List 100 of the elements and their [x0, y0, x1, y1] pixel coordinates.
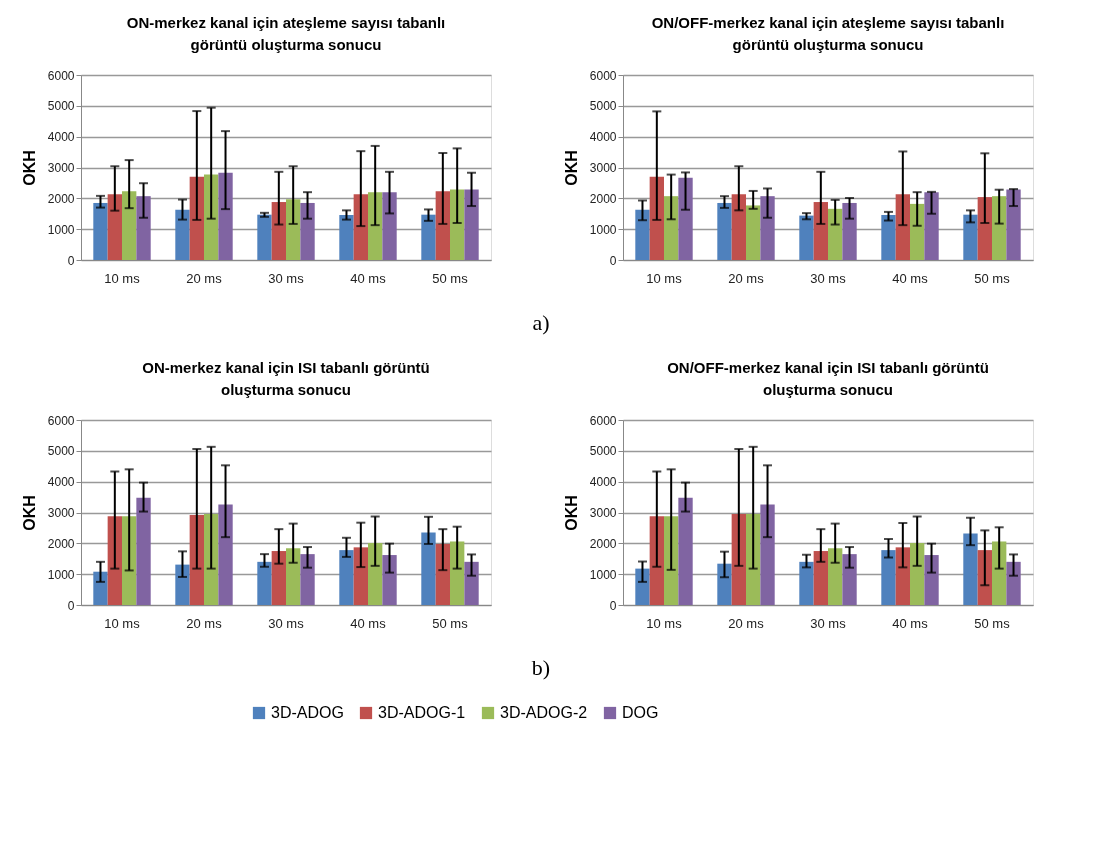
x-tick-label: 40 ms — [350, 270, 387, 286]
y-tick-label: 1000 — [589, 567, 617, 582]
y-tick-label: 3000 — [589, 161, 617, 175]
x-tick-label: 50 ms — [974, 270, 1011, 286]
bar — [339, 550, 354, 605]
bar — [895, 194, 910, 260]
bar — [746, 514, 761, 605]
bar — [300, 202, 315, 260]
bar — [731, 194, 746, 260]
y-axis-title: OKH — [562, 150, 580, 186]
bar — [189, 514, 204, 605]
bar — [450, 541, 465, 605]
y-tick-label: 4000 — [589, 130, 617, 145]
y-tick-label: 0 — [67, 253, 75, 268]
x-tick-label: 30 ms — [810, 615, 847, 631]
bar — [760, 196, 775, 260]
bar — [435, 543, 450, 605]
bar — [464, 561, 479, 605]
y-axis-title: OKH — [20, 495, 38, 531]
bar — [746, 205, 761, 260]
bar — [136, 196, 151, 260]
y-tick-label: 2000 — [47, 191, 75, 206]
bar — [678, 177, 693, 260]
bar — [992, 196, 1007, 260]
x-tick-label: 10 ms — [104, 615, 141, 631]
bar — [649, 516, 664, 605]
y-tick-label: 2000 — [589, 536, 617, 551]
bar — [992, 541, 1007, 605]
y-tick-label: 4000 — [47, 475, 75, 490]
bar — [218, 504, 233, 605]
x-tick-label: 20 ms — [186, 270, 223, 286]
bar — [924, 192, 939, 260]
bar — [175, 209, 190, 260]
bar — [286, 548, 301, 605]
x-tick-label: 50 ms — [432, 615, 469, 631]
y-axis-title: OKH — [20, 150, 38, 186]
bar — [963, 533, 978, 605]
bar — [204, 514, 219, 605]
bar — [93, 571, 108, 605]
bar — [368, 192, 383, 260]
bar — [1006, 189, 1021, 260]
bar — [635, 209, 650, 260]
bar — [122, 191, 137, 260]
x-tick-label: 10 ms — [646, 615, 683, 631]
bar — [664, 516, 679, 605]
y-tick-label: 3000 — [47, 506, 75, 520]
bar — [353, 194, 368, 260]
bar — [731, 514, 746, 605]
x-tick-label: 20 ms — [728, 270, 765, 286]
chart-title: ON-merkez kanal için ateşleme sayısı tabanlı görüntü oluşturma sonucu — [126, 14, 446, 53]
bar — [421, 532, 436, 605]
bar — [435, 191, 450, 260]
legend-label: DOG — [622, 704, 659, 721]
y-tick-label: 6000 — [589, 413, 617, 428]
y-tick-label: 5000 — [589, 99, 617, 114]
bar — [136, 497, 151, 605]
chart-title: ON-merkez kanal için ISI tabanlı görüntü oluşturma sonucu — [142, 359, 430, 398]
bar — [93, 202, 108, 260]
bar — [895, 547, 910, 605]
y-tick-label: 6000 — [47, 413, 75, 428]
bar — [717, 563, 732, 605]
bar — [204, 174, 219, 260]
bar — [813, 551, 828, 605]
bar — [977, 197, 992, 260]
y-tick-label: 0 — [609, 598, 617, 613]
legend-label: 3D-ADOG — [271, 704, 344, 721]
bar — [107, 516, 122, 605]
chart-title: ON/OFF-merkez kanal için ateşleme sayısı tabanlı görüntü oluşturma sonucu — [651, 14, 1005, 53]
bar — [382, 555, 397, 605]
bar — [464, 189, 479, 260]
y-tick-label: 0 — [609, 253, 617, 268]
x-tick-label: 20 ms — [186, 615, 223, 631]
bar — [828, 548, 843, 605]
bar — [842, 554, 857, 605]
bar — [189, 176, 204, 260]
y-tick-label: 6000 — [47, 68, 75, 83]
x-tick-label: 40 ms — [350, 615, 387, 631]
x-tick-label: 50 ms — [432, 270, 469, 286]
x-tick-label: 30 ms — [268, 615, 305, 631]
bar — [678, 497, 693, 605]
y-tick-label: 1000 — [47, 222, 75, 237]
bar — [635, 568, 650, 605]
bar — [382, 192, 397, 260]
y-tick-label: 3000 — [47, 161, 75, 175]
y-tick-label: 0 — [67, 598, 75, 613]
y-tick-label: 2000 — [47, 536, 75, 551]
legend-label: 3D-ADOG-2 — [500, 704, 588, 721]
bar — [368, 543, 383, 605]
y-axis-title: OKH — [562, 495, 580, 531]
bar — [910, 543, 925, 605]
bar — [421, 214, 436, 260]
bar — [828, 208, 843, 260]
bar — [924, 555, 939, 605]
y-tick-label: 3000 — [589, 506, 617, 520]
y-tick-label: 5000 — [47, 99, 75, 114]
x-tick-label: 20 ms — [728, 615, 765, 631]
x-tick-label: 30 ms — [810, 270, 847, 286]
bar — [353, 547, 368, 605]
bar — [842, 202, 857, 260]
legend-label: 3D-ADOG-1 — [378, 704, 466, 721]
